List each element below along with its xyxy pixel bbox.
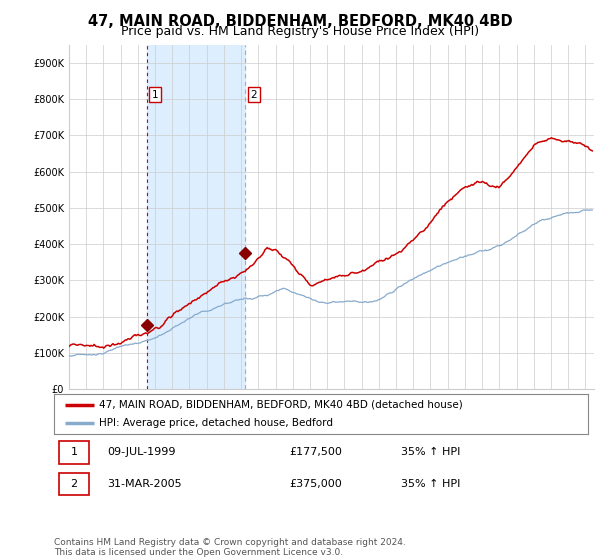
Text: 47, MAIN ROAD, BIDDENHAM, BEDFORD, MK40 4BD (detached house): 47, MAIN ROAD, BIDDENHAM, BEDFORD, MK40 … xyxy=(100,400,463,409)
Text: 2: 2 xyxy=(70,479,77,489)
Text: Contains HM Land Registry data © Crown copyright and database right 2024.
This d: Contains HM Land Registry data © Crown c… xyxy=(54,538,406,557)
Text: 2: 2 xyxy=(250,90,257,100)
Text: 1: 1 xyxy=(152,90,158,100)
Text: HPI: Average price, detached house, Bedford: HPI: Average price, detached house, Bedf… xyxy=(100,418,334,428)
FancyBboxPatch shape xyxy=(59,473,89,495)
Text: Price paid vs. HM Land Registry's House Price Index (HPI): Price paid vs. HM Land Registry's House … xyxy=(121,25,479,38)
Text: 09-JUL-1999: 09-JUL-1999 xyxy=(107,447,176,458)
Text: 47, MAIN ROAD, BIDDENHAM, BEDFORD, MK40 4BD: 47, MAIN ROAD, BIDDENHAM, BEDFORD, MK40 … xyxy=(88,14,512,29)
Bar xyxy=(147,45,245,389)
Text: 1: 1 xyxy=(71,447,77,458)
Text: 35% ↑ HPI: 35% ↑ HPI xyxy=(401,479,460,489)
Text: £375,000: £375,000 xyxy=(289,479,342,489)
FancyBboxPatch shape xyxy=(59,441,89,464)
Text: 35% ↑ HPI: 35% ↑ HPI xyxy=(401,447,460,458)
Text: 31-MAR-2005: 31-MAR-2005 xyxy=(107,479,182,489)
Text: £177,500: £177,500 xyxy=(289,447,342,458)
